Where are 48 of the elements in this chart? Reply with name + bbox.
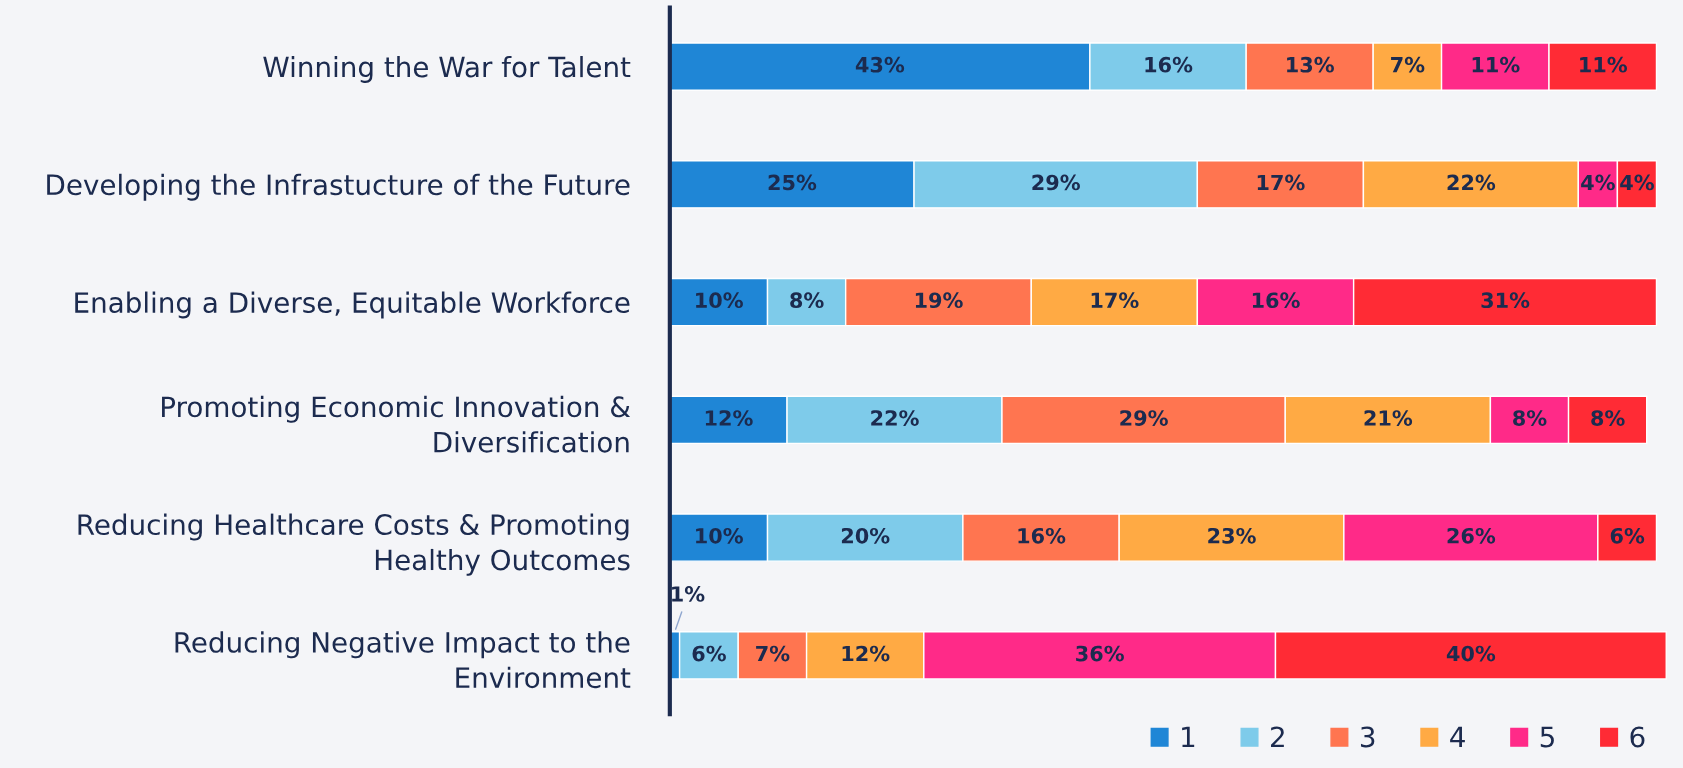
y-tick-label: Reducing Negative Impact to the Environment — [175, 631, 631, 689]
data-label: 17% — [1257, 174, 1305, 191]
data-label: 8% — [1591, 410, 1625, 426]
data-label: 40% — [1446, 645, 1496, 662]
data-label: 8% — [1513, 410, 1547, 426]
y-tick-label: Developing the Infrastucture of the Future — [47, 173, 630, 201]
data-label: 7% — [1391, 56, 1425, 73]
y-tick-label: Reducing Healthcare Costs & Promoting Healthy Outcomes — [78, 513, 630, 576]
data-label: 19% — [915, 292, 963, 309]
y-tick-label: Promoting Economic Innovation & Diversification — [162, 395, 631, 453]
data-label: 25% — [768, 174, 817, 191]
legend-label: 1 — [1182, 726, 1195, 748]
legend-label: 4 — [1450, 726, 1465, 748]
data-label: 10% — [696, 292, 743, 309]
y-tick-label: Enabling a Diverse, Equitable Workforce — [75, 291, 630, 319]
legend-label: 3 — [1360, 726, 1375, 748]
legend-label: 6 — [1630, 726, 1645, 748]
legend-label: 5 — [1540, 726, 1554, 748]
data-label: 21% — [1364, 410, 1413, 426]
data-label: 36% — [1076, 645, 1124, 662]
data-label: 16% — [1018, 527, 1066, 544]
data-label: 43% — [855, 56, 905, 73]
data-label: 22% — [1447, 174, 1496, 191]
data-label: 29% — [1032, 174, 1080, 191]
data-label: 11% — [1472, 56, 1520, 73]
data-label: 26% — [1447, 527, 1496, 544]
data-label: 4% — [1620, 174, 1654, 191]
y-tick-label: Winning the War for Talent — [263, 56, 631, 83]
data-label: 10% — [696, 527, 743, 544]
data-label: 16% — [1145, 56, 1193, 73]
data-label: 22% — [871, 410, 919, 426]
data-label: 23% — [1208, 527, 1256, 544]
legend-label: 2 — [1271, 726, 1284, 748]
data-label: 11% — [1580, 56, 1628, 73]
data-label: 29% — [1120, 410, 1168, 426]
data-label: 6% — [692, 645, 726, 662]
data-label: 31% — [1481, 292, 1530, 309]
data-label: 7% — [756, 645, 790, 662]
data-label: 6% — [1610, 527, 1645, 544]
data-label: 1% — [672, 586, 705, 602]
data-label: 16% — [1252, 292, 1300, 309]
data-label: 13% — [1287, 56, 1334, 73]
data-label: 4% — [1581, 174, 1615, 191]
data-label: 17% — [1091, 292, 1139, 309]
data-label: 12% — [842, 645, 890, 662]
data-label: 20% — [841, 527, 890, 544]
data-label: 8% — [790, 292, 824, 309]
data-label: 12% — [705, 410, 753, 426]
